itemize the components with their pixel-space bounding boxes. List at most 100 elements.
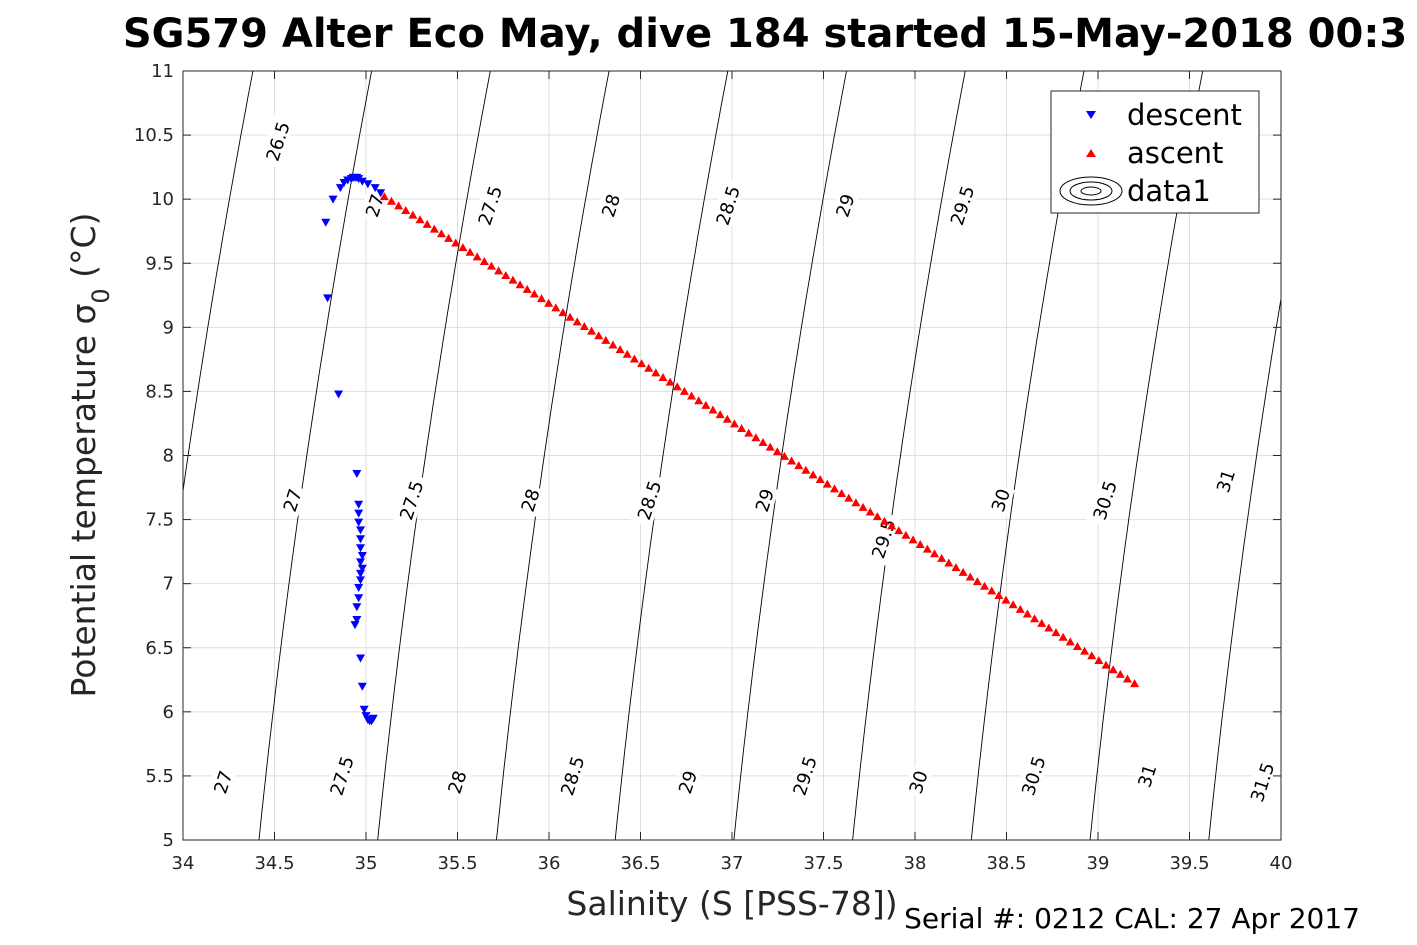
contour-label-background: [1243, 754, 1280, 810]
x-axis-ticks: 34 34.5 35 35.5 36 36.5 37 37.5 38 38.5 39 39.5 40: [172, 71, 1293, 874]
x-tick-label: 35: [355, 853, 378, 874]
ascent-point: [944, 558, 954, 567]
legend-descent-label: descent: [1127, 98, 1242, 132]
ascent-point: [751, 433, 761, 442]
ascent-point: [915, 539, 925, 548]
ascent-point: [458, 243, 468, 252]
contour-label-background: [902, 765, 933, 799]
ascent-point: [415, 215, 425, 224]
ascent-point: [737, 424, 747, 433]
y-tick-label: 10: [151, 189, 174, 210]
x-tick-label: 37.5: [803, 853, 843, 874]
ascent-point: [401, 206, 411, 215]
legend-box: [1050, 90, 1260, 214]
ascent-point: [551, 303, 561, 312]
x-tick-label: 38.5: [986, 853, 1026, 874]
ascent-point: [494, 266, 504, 275]
descent-point: [354, 500, 364, 509]
ascent-point: [587, 326, 597, 335]
contour-label: 27: [359, 188, 389, 223]
descent-point: [356, 576, 366, 585]
ascent-point: [1037, 618, 1047, 627]
ascent-point: [930, 549, 940, 558]
contour-label: 28: [514, 483, 545, 517]
descent-point: [352, 603, 362, 612]
contour-label: 30: [985, 483, 1015, 517]
density-contours: [183, 71, 1281, 840]
ascent-point: [694, 396, 704, 405]
ascent-point: [615, 345, 625, 354]
ascent-point: [408, 210, 418, 219]
ascent-point: [444, 233, 454, 242]
contour-label-background: [471, 178, 508, 233]
ascent-point: [1087, 651, 1097, 660]
ascent-point: [922, 544, 932, 553]
x-tick-label: 37: [721, 853, 744, 874]
descent-point: [356, 569, 366, 578]
ascent-point: [722, 414, 732, 423]
ascent-point: [386, 196, 396, 205]
grid-lines: [182, 70, 1282, 841]
x-tick-label: 34: [172, 853, 195, 874]
x-tick-label: 40: [1270, 853, 1293, 874]
x-tick-label: 36: [538, 853, 561, 874]
ascent-point: [1094, 655, 1104, 664]
ascent-point: [758, 437, 768, 446]
ascent-point: [501, 270, 511, 279]
ascent-point: [701, 400, 711, 409]
ascent-point: [1072, 642, 1082, 651]
ascent-point: [765, 442, 775, 451]
ascent-point: [529, 289, 539, 298]
ascent-point: [1108, 665, 1118, 674]
ascent-point: [565, 312, 575, 321]
contour-label-background: [786, 748, 823, 803]
ascent-point: [508, 275, 518, 284]
descent-point: [334, 390, 344, 399]
contour-label: 27: [277, 483, 307, 517]
descent-point: [350, 621, 360, 630]
ascent-point: [1130, 679, 1140, 688]
x-tick-label: 39.5: [1169, 853, 1209, 874]
contour-label-background: [1210, 464, 1240, 498]
contour-line-29: [733, 71, 847, 840]
ascent-point: [965, 572, 975, 581]
descent-point: [323, 294, 333, 303]
contour-label: 28: [595, 188, 625, 223]
descent-point: [356, 654, 366, 663]
y-tick-label: 7: [163, 574, 174, 595]
ascent-point: [894, 526, 904, 535]
ascent-point: [937, 553, 947, 562]
ascent-point: [865, 507, 875, 516]
descent-point: [354, 509, 364, 518]
ascent-point: [672, 382, 682, 391]
descent-point: [354, 518, 364, 527]
ascent-point: [1122, 674, 1132, 683]
y-tick-label: 9.5: [145, 253, 174, 274]
legend: descent ascent data1: [1050, 90, 1260, 214]
ascent-point: [815, 475, 825, 484]
ascent-point: [687, 391, 697, 400]
ascent-point: [1101, 660, 1111, 669]
ascent-point: [429, 224, 439, 233]
contour-label-background: [985, 483, 1015, 517]
descent-point: [357, 564, 367, 573]
contour-line-31: [1208, 295, 1281, 840]
ascent-point: [465, 247, 475, 256]
descent-point: [370, 184, 380, 193]
ascent-point: [980, 581, 990, 590]
ascent-point: [794, 461, 804, 470]
descent-point: [354, 594, 364, 603]
contour-label-background: [829, 188, 860, 223]
ascent-point: [901, 530, 911, 539]
ascent-point: [729, 419, 739, 428]
ascent-point: [479, 257, 489, 266]
contour-label-background: [1131, 758, 1162, 793]
ascent-point: [972, 577, 982, 586]
y-axis-label-main: Potential temperature σ: [64, 304, 103, 698]
descent-point: [335, 184, 345, 193]
descent-point: [363, 180, 373, 189]
ascent-series: [379, 192, 1140, 688]
contour-label: 29: [829, 188, 860, 223]
ascent-point: [801, 465, 811, 474]
serial-calibration-note: Serial #: 0212 CAL: 27 Apr 2017: [904, 902, 1360, 935]
